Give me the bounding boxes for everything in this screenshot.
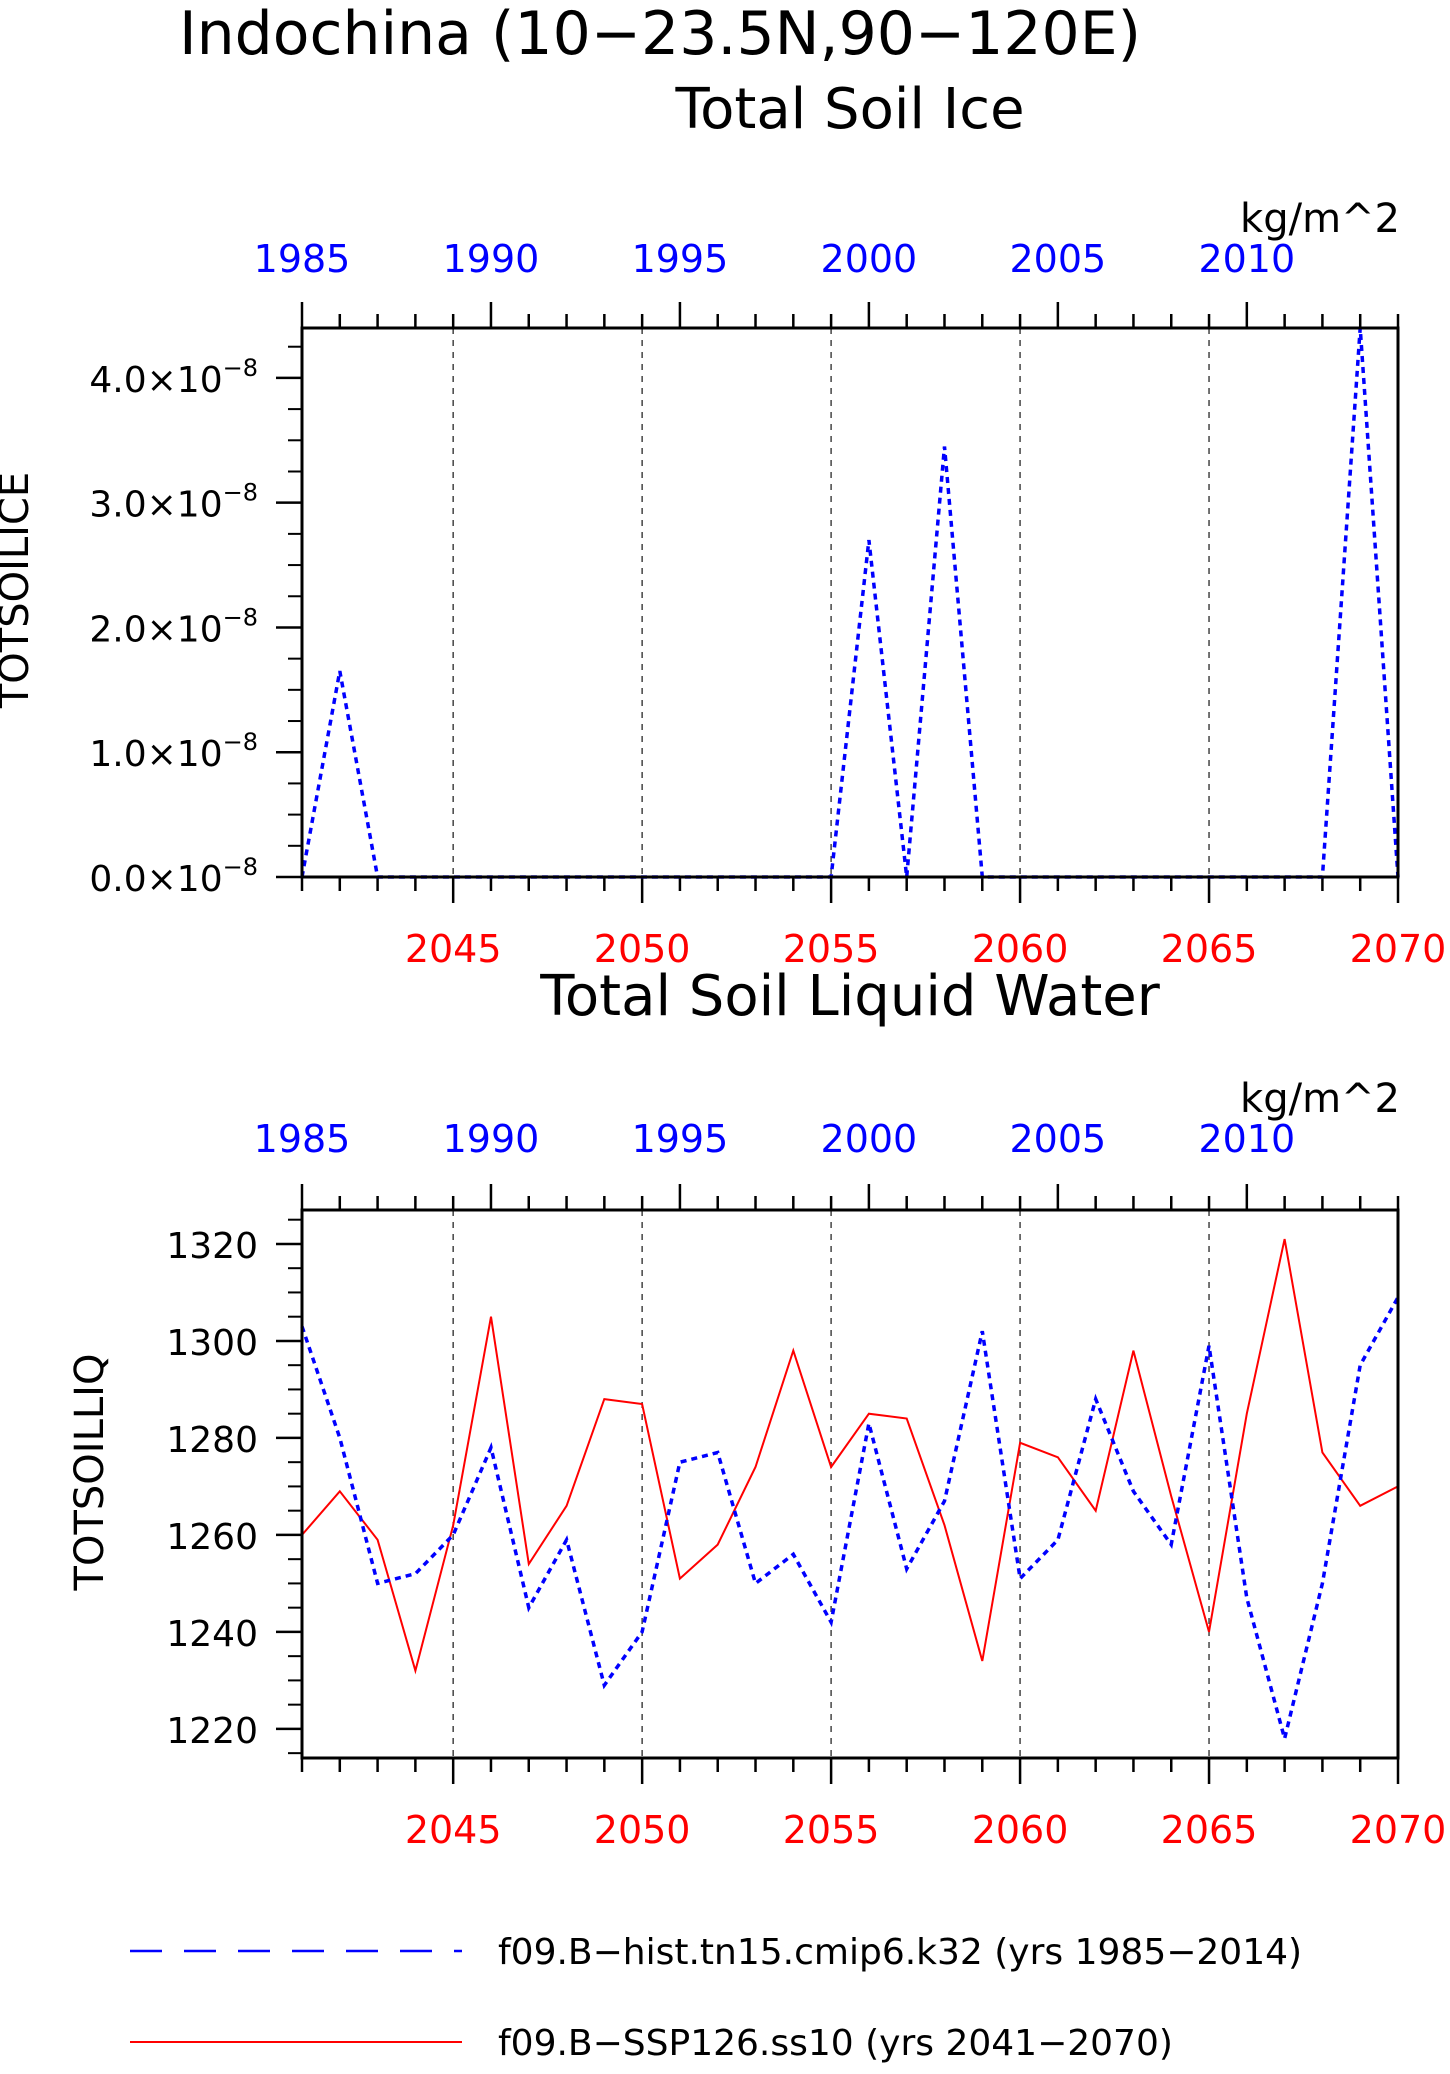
panel-title: Total Soil Ice bbox=[674, 77, 1024, 142]
top-tick-label: 2010 bbox=[1198, 237, 1295, 281]
panel-total-soil-liquid-water: Total Soil Liquid Water kg/m^2 1220 1240 126… bbox=[67, 964, 1446, 1852]
bottom-tick-label: 2060 bbox=[972, 927, 1069, 971]
top-tick-label: 1995 bbox=[632, 1117, 729, 1161]
y-tick-label: 1240 bbox=[166, 1614, 258, 1655]
y-axis-label: TOTSOILICE bbox=[0, 472, 38, 709]
y-tick-label-exponent: −8 bbox=[223, 354, 258, 382]
y-tick-label-mantissa: 1280 bbox=[166, 1420, 258, 1461]
bottom-tick-label: 2045 bbox=[405, 927, 502, 971]
y-tick-label-mantissa: 0.0×10 bbox=[89, 859, 222, 900]
y-tick-label-mantissa: 1320 bbox=[166, 1226, 258, 1267]
bottom-tick-label: 2070 bbox=[1350, 1808, 1447, 1852]
bottom-tick-label: 2055 bbox=[783, 927, 880, 971]
y-tick-label-mantissa: 1240 bbox=[166, 1614, 258, 1655]
y-tick-label-exponent: −8 bbox=[223, 603, 258, 631]
y-tick-label-mantissa: 3.0×10 bbox=[89, 485, 222, 526]
bottom-tick-label: 2060 bbox=[972, 1808, 1069, 1852]
bottom-tick-label: 2045 bbox=[405, 1808, 502, 1852]
main-title: Indochina (10−23.5N,90−120E) bbox=[179, 0, 1141, 69]
top-tick-label: 1985 bbox=[254, 1117, 351, 1161]
y-tick-label: 1260 bbox=[166, 1517, 258, 1558]
plot-frame bbox=[300, 326, 1400, 879]
top-tick-label: 1985 bbox=[254, 237, 351, 281]
y-tick-label: 1220 bbox=[166, 1711, 258, 1752]
bottom-tick-label: 2065 bbox=[1161, 927, 1258, 971]
legend-label: f09.B−SSP126.ss10 (yrs 2041−2070) bbox=[498, 2023, 1173, 2064]
y-tick-label: 1280 bbox=[166, 1420, 258, 1461]
y-tick-label: 1.0×10−8 bbox=[89, 728, 258, 775]
y-tick-label-exponent: −8 bbox=[223, 479, 258, 507]
bottom-tick-label: 2065 bbox=[1161, 1808, 1258, 1852]
series-line-hist bbox=[300, 327, 1400, 879]
y-tick-label-mantissa: 1300 bbox=[166, 1323, 258, 1364]
top-tick-label: 2010 bbox=[1198, 1117, 1295, 1161]
y-tick-label-mantissa: 1.0×10 bbox=[89, 734, 222, 775]
top-tick-label: 1990 bbox=[443, 1117, 540, 1161]
y-tick-label-mantissa: 1220 bbox=[166, 1711, 258, 1752]
series-line-ssp bbox=[301, 1238, 1399, 1675]
series-line-hist bbox=[300, 1296, 1400, 1740]
y-tick-label: 2.0×10−8 bbox=[89, 603, 258, 650]
panel-title: Total Soil Liquid Water bbox=[539, 964, 1161, 1029]
plot-frame bbox=[300, 1208, 1400, 1760]
top-tick-label: 1990 bbox=[443, 237, 540, 281]
units-label: kg/m^2 bbox=[1240, 196, 1400, 242]
top-tick-label: 1995 bbox=[632, 237, 729, 281]
y-tick-label-exponent: −8 bbox=[223, 853, 258, 881]
legend: f09.B−hist.tn15.cmip6.k32 (yrs 1985−2014… bbox=[130, 1932, 1302, 2064]
legend-label: f09.B−hist.tn15.cmip6.k32 (yrs 1985−2014… bbox=[498, 1932, 1302, 1973]
bottom-tick-label: 2050 bbox=[594, 927, 691, 971]
top-tick-label: 2005 bbox=[1010, 1117, 1107, 1161]
y-tick-label: 0.0×10−8 bbox=[89, 853, 258, 900]
y-tick-label-exponent: −8 bbox=[223, 728, 258, 756]
y-tick-label-mantissa: 2.0×10 bbox=[89, 609, 222, 650]
y-axis-label: TOTSOILLIQ bbox=[67, 1354, 113, 1592]
y-tick-label: 1320 bbox=[166, 1226, 258, 1267]
units-label: kg/m^2 bbox=[1240, 1076, 1400, 1122]
bottom-tick-label: 2055 bbox=[783, 1808, 880, 1852]
top-tick-label: 2000 bbox=[821, 1117, 918, 1161]
bottom-tick-label: 2070 bbox=[1350, 927, 1447, 971]
panel-total-soil-ice: Total Soil Icekg/m^20.0×10−81.0×10−82.0×… bbox=[0, 77, 1446, 971]
top-tick-label: 2005 bbox=[1010, 237, 1107, 281]
y-tick-label: 4.0×10−8 bbox=[89, 354, 258, 401]
y-tick-label-mantissa: 4.0×10 bbox=[89, 360, 222, 401]
y-tick-label: 3.0×10−8 bbox=[89, 479, 258, 526]
bottom-tick-label: 2050 bbox=[594, 1808, 691, 1852]
y-tick-label: 1300 bbox=[166, 1323, 258, 1364]
top-tick-label: 2000 bbox=[821, 237, 918, 281]
y-tick-label-mantissa: 1260 bbox=[166, 1517, 258, 1558]
